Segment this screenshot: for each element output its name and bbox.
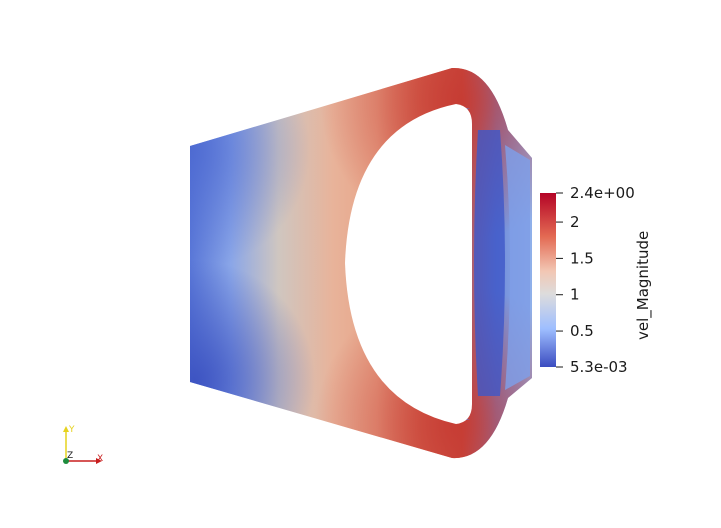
z-axis-label: Z [67,451,73,461]
orientation-axes[interactable]: Y Z X [63,425,103,464]
geometry-hole [345,104,472,424]
colorbar-ticks: 2 1.5 1 0.5 [556,192,594,368]
colorbar[interactable]: 2 1.5 1 0.5 2.4e+00 5.3e-03 vel_Magnitude [540,184,653,376]
colorbar-gradient [540,193,556,367]
colorbar-tick-label: 1 [570,286,580,304]
x-axis-label: X [97,454,103,464]
colorbar-title: vel_Magnitude [634,231,653,340]
x-axis-arrow [96,458,102,464]
y-axis-arrow [63,426,69,432]
colorbar-max-label: 2.4e+00 [570,184,635,202]
z-axis-dot [63,458,69,464]
colorbar-min-label: 5.3e-03 [570,358,628,376]
colorbar-tick-label: 0.5 [570,322,594,340]
y-axis-label: Y [68,425,75,435]
colorbar-tick-label: 2 [570,213,580,231]
colorbar-tick-label: 1.5 [570,249,594,267]
